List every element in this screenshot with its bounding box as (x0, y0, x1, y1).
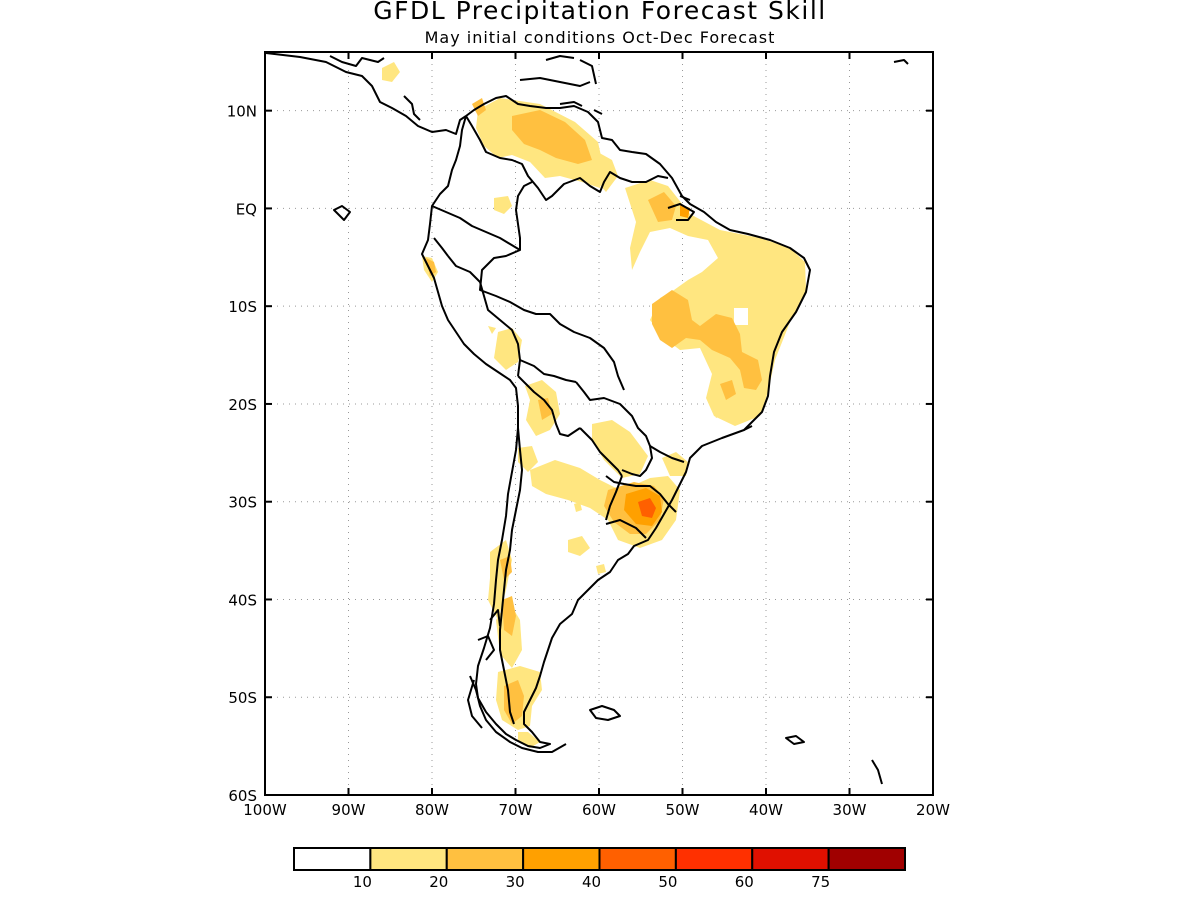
colorbar-swatch (674, 847, 754, 871)
lon-tick-label: 20W (916, 801, 950, 819)
colorbar-label: 75 (811, 873, 830, 891)
lat-tick-label: 10S (228, 298, 257, 316)
coastlines (265, 52, 909, 785)
colorbar-swatch (598, 847, 677, 871)
lat-tick-label: 20S (228, 396, 257, 414)
lon-tick-label: 60W (582, 801, 616, 819)
colorbar-swatch (293, 847, 372, 871)
skill-level-40-50 (638, 498, 656, 518)
colorbar-label: 40 (582, 873, 601, 891)
lon-tick-label: 80W (415, 801, 449, 819)
colorbar: 10 20 30 40 50 60 75 (293, 847, 906, 891)
colorbar-swatch (751, 847, 830, 871)
lon-tick-label: 50W (666, 801, 700, 819)
map-title: GFDL Precipitation Forecast Skill (373, 0, 827, 25)
map-subtitle: May initial conditions Oct-Dec Forecast (424, 28, 776, 47)
lon-tick-label: 100W (243, 801, 287, 819)
colorbar-label: 50 (658, 873, 677, 891)
lat-tick-label: 30S (228, 494, 257, 512)
lat-tick-label: 10N (227, 103, 257, 121)
colorbar-label: 20 (429, 873, 448, 891)
lat-tick-label: 50S (228, 689, 257, 707)
colorbar-swatch (445, 847, 525, 871)
colorbar-swatch (827, 847, 906, 871)
colorbar-label: 10 (353, 873, 372, 891)
colorbar-swatch (522, 847, 601, 871)
lon-tick-label: 70W (499, 801, 533, 819)
lon-tick-label: 90W (332, 801, 366, 819)
colorbar-swatch (369, 847, 448, 871)
lon-tick-label: 30W (833, 801, 867, 819)
skill-shading (382, 62, 806, 748)
lat-tick-label: 40S (228, 591, 257, 609)
skill-level-10-20 (382, 62, 806, 748)
lon-tick-label: 40W (749, 801, 783, 819)
skill-level-20-30 (426, 98, 762, 724)
colorbar-label: 30 (506, 873, 525, 891)
colorbar-label: 60 (735, 873, 754, 891)
lat-tick-label: EQ (236, 200, 257, 218)
lat-tick-label: 60S (228, 787, 257, 805)
